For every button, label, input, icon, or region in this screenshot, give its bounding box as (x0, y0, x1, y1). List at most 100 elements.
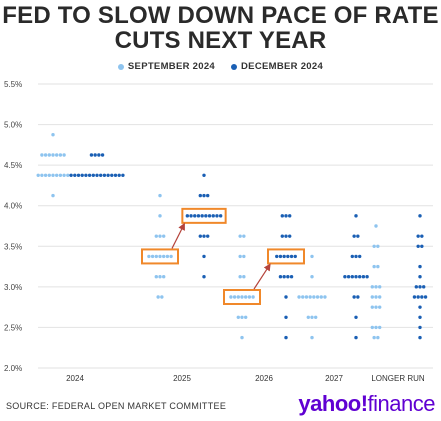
dot (62, 153, 66, 157)
dot (162, 234, 166, 238)
x-tick-label: 2026 (255, 374, 273, 383)
chart-title-line2: CUTS NEXT YEAR (114, 27, 327, 54)
dot (418, 264, 422, 269)
dot (238, 254, 242, 259)
dot (343, 275, 347, 279)
dot (354, 315, 358, 319)
dot (358, 254, 362, 259)
dot (150, 254, 155, 259)
y-tick-label: 5.5% (4, 80, 22, 89)
dot (376, 335, 380, 340)
annotation-arrow (253, 263, 271, 290)
chart-title-line1: FED TO SLOW DOWN PACE OF RATE (2, 2, 439, 29)
dot (242, 254, 246, 259)
dot (69, 173, 73, 177)
y-tick-label: 5.0% (4, 121, 22, 130)
dot (414, 285, 418, 289)
dot (158, 275, 162, 279)
dot (162, 254, 166, 259)
dot (165, 254, 170, 259)
dot (418, 305, 422, 309)
dot (113, 173, 118, 177)
highlight-box (223, 289, 261, 305)
dot (284, 234, 288, 238)
dot (372, 264, 376, 269)
dot (154, 254, 158, 259)
dot (420, 295, 424, 299)
dot (354, 254, 358, 259)
dot (374, 224, 378, 228)
dot (51, 173, 55, 177)
dot (310, 315, 314, 319)
dot (280, 234, 284, 238)
dot (58, 153, 63, 157)
y-tick-label: 2.5% (4, 323, 22, 332)
dot (204, 214, 208, 218)
dot (370, 285, 374, 289)
dot (43, 153, 48, 157)
dot (315, 295, 320, 299)
dot (418, 285, 422, 289)
legend-label-december: DECEMBER 2024 (241, 61, 324, 72)
dot (244, 315, 248, 319)
dot (356, 295, 360, 299)
dot (202, 173, 206, 177)
dot (91, 173, 96, 177)
dot (319, 295, 323, 299)
dot (354, 214, 358, 218)
dot (376, 264, 380, 269)
dot (97, 153, 101, 157)
highlight-box (267, 248, 305, 265)
dot (206, 234, 210, 238)
dot (310, 275, 314, 279)
dot (211, 214, 215, 218)
dot (278, 254, 283, 259)
dot (323, 295, 327, 299)
dot (286, 254, 290, 259)
highlight-box (141, 248, 179, 265)
dot (372, 335, 376, 340)
dot (284, 214, 288, 218)
dot (232, 295, 237, 299)
dot (370, 325, 374, 330)
dot (43, 173, 48, 177)
dot (284, 295, 288, 299)
dot (251, 295, 255, 299)
dot (350, 275, 354, 279)
dot (207, 214, 212, 218)
dot (158, 234, 162, 238)
dot (218, 214, 223, 218)
dot (66, 173, 70, 177)
dot (418, 325, 422, 330)
legend-swatch-september (117, 63, 124, 70)
dot (193, 214, 197, 218)
dot (202, 234, 206, 238)
highlight-boxes (141, 207, 305, 305)
dot (202, 193, 206, 198)
dot (374, 295, 378, 299)
dot (378, 295, 382, 299)
dot (356, 234, 360, 238)
dot (89, 153, 94, 157)
dots (36, 133, 428, 340)
dot (297, 295, 301, 299)
dot (47, 173, 51, 177)
dot (304, 295, 309, 299)
dot (154, 234, 158, 238)
dot (374, 285, 378, 289)
dot (58, 173, 63, 177)
y-tick-label: 3.0% (4, 283, 22, 292)
y-tick-label: 2.0% (4, 364, 22, 373)
dot (418, 335, 422, 340)
dot (378, 285, 382, 289)
dot (93, 153, 97, 157)
dot (51, 193, 55, 198)
dot (306, 315, 310, 319)
dot (158, 254, 162, 259)
dot (247, 295, 252, 299)
dot (418, 214, 422, 218)
dot (346, 275, 351, 279)
dot (240, 335, 244, 340)
dot (378, 325, 382, 330)
